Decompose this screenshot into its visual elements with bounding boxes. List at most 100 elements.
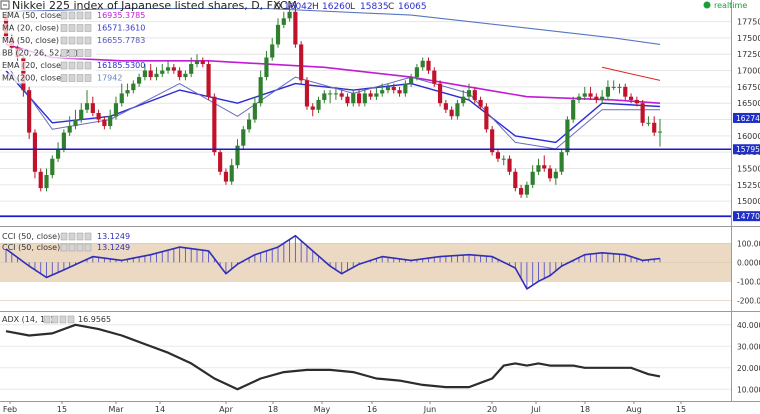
- candle-body: [299, 44, 304, 81]
- candle-body: [571, 99, 576, 120]
- candle-body: [113, 103, 119, 117]
- study-control-icon: [60, 49, 68, 57]
- price-tick-label: 17000: [737, 67, 760, 76]
- horizontal-lines: [0, 148, 731, 217]
- candle-body: [461, 96, 466, 104]
- study-control-icon: [84, 243, 92, 252]
- time-tick-label: Aug: [626, 405, 642, 414]
- study-control-icon: [67, 315, 75, 324]
- candle-body: [137, 77, 142, 84]
- study-control-icon: [76, 243, 84, 252]
- study-value: 16571.3610: [97, 24, 145, 33]
- main-price-panel: 1775017500172501700016750165001625016000…: [0, 5, 760, 223]
- candle-body: [50, 158, 55, 176]
- time-tick-label: Jun: [423, 405, 437, 414]
- price-tick-label: 15250: [737, 181, 760, 190]
- chart-header: Nikkei 225 index of Japanese listed shar…: [0, 0, 747, 12]
- candle-body: [519, 188, 524, 195]
- time-tick-label: 15: [676, 405, 686, 414]
- time-tick-label: Feb: [3, 405, 17, 414]
- candle-body: [403, 83, 408, 94]
- ohlc-value-close: 16065: [398, 2, 427, 12]
- candle-body: [565, 119, 570, 153]
- study-control-icon: [60, 74, 68, 82]
- series-line-1: [5, 7, 661, 45]
- candle-body: [600, 96, 605, 100]
- candle-body: [646, 122, 651, 124]
- study-control-icon: [60, 243, 68, 252]
- candle-body: [310, 106, 315, 110]
- price-tick-label: 16500: [737, 99, 760, 108]
- adx-series-line: [5, 323, 661, 391]
- study-control-icon: [84, 36, 92, 45]
- time-tick-label: Apr: [219, 405, 234, 414]
- candle-body: [530, 171, 535, 185]
- candle-body: [102, 119, 107, 127]
- study-control-icon: [76, 61, 84, 70]
- candles: [3, 5, 663, 198]
- candle-body: [449, 109, 454, 117]
- ohlc-value-low: 15835: [360, 2, 389, 12]
- candle-body: [165, 67, 171, 71]
- candle-body: [56, 148, 61, 159]
- cci-axis: 100.000 0.0000 -100.000 -200.000: [737, 239, 760, 305]
- study-value: 16655.7783: [97, 36, 145, 45]
- candle-body: [270, 44, 275, 58]
- cci-tick-label: -100.000: [737, 277, 760, 286]
- price-tag-label: 15795: [736, 145, 760, 154]
- candle-body: [374, 93, 379, 97]
- candle-body: [657, 131, 663, 133]
- candle-body: [171, 67, 176, 71]
- study-label-bg: [1, 61, 96, 71]
- candle-body: [362, 93, 367, 104]
- candle-body: [628, 96, 634, 100]
- candle-body: [148, 70, 153, 78]
- study-label-bg: [1, 48, 96, 59]
- cci-line: [5, 234, 661, 290]
- candle-body: [588, 93, 593, 97]
- candle-body: [356, 93, 362, 104]
- candle-body: [119, 93, 124, 104]
- study-control-icon: [68, 74, 76, 82]
- cci-series-line: [5, 234, 661, 290]
- candle-body: [623, 86, 628, 97]
- study-control-icon: [51, 315, 59, 324]
- price-tag: [733, 144, 760, 155]
- study-control-icon: [76, 36, 84, 45]
- candle-body: [96, 113, 101, 120]
- study-control-icon: [68, 11, 76, 20]
- candle-body: [183, 73, 188, 78]
- time-tick-label: 14: [155, 405, 165, 414]
- candle-body: [501, 158, 506, 160]
- price-tag: [733, 112, 760, 123]
- candle-body: [252, 103, 257, 120]
- candle-body: [84, 103, 90, 110]
- candle-body: [507, 158, 512, 172]
- study-control-icon: [84, 74, 92, 82]
- candle-body: [472, 90, 477, 100]
- study-control-icon: [60, 36, 68, 45]
- cci-legend: CCI (50, close) 13.1249 CCI (50, close) 13.…: [2, 232, 130, 252]
- candle-body: [328, 93, 333, 95]
- price-tick-label: 17250: [737, 50, 760, 59]
- candle-body: [490, 129, 495, 153]
- study-control-icon: [84, 24, 92, 32]
- candle-body: [206, 64, 211, 97]
- candle-body: [322, 93, 327, 100]
- candle-body: [484, 106, 489, 130]
- candle-body: [90, 103, 95, 113]
- candle-body: [443, 103, 448, 110]
- study-value: 16935.3785: [97, 11, 145, 20]
- candle-body: [32, 132, 38, 172]
- price-tick-label: 16000: [737, 132, 760, 141]
- time-tick-label: 18: [268, 405, 278, 414]
- realtime-label: realtime: [714, 1, 747, 10]
- adx-label: ADX (14, 14): [2, 315, 53, 324]
- candle-body: [235, 145, 240, 166]
- symbol-title: Nikkei 225 index of Japanese listed shar…: [12, 0, 297, 12]
- cci-tick-label: 100.000: [737, 239, 760, 248]
- time-tick-label: 15: [57, 405, 67, 414]
- candle-body: [368, 93, 373, 97]
- study-control-icon: [84, 49, 92, 57]
